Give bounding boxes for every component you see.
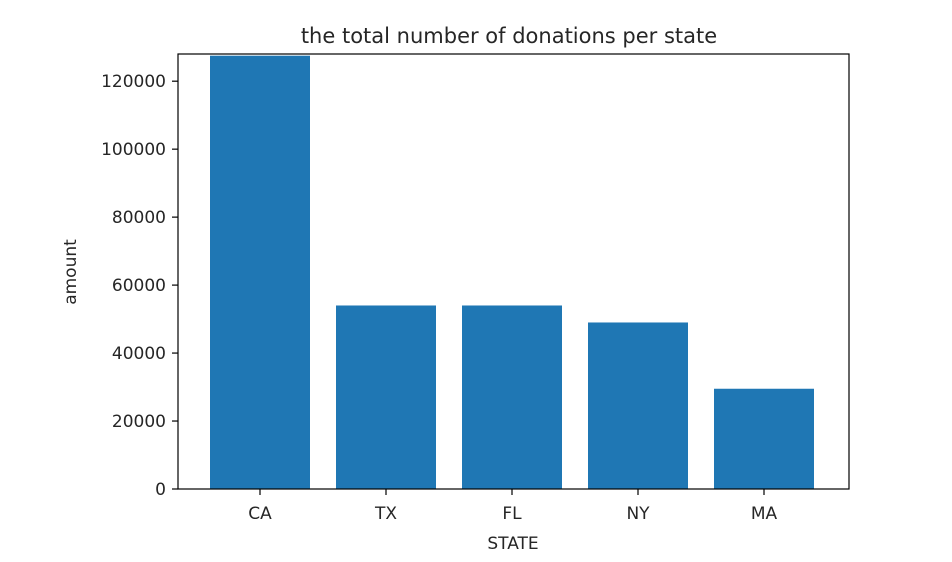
bar-fl [462,305,562,489]
y-tick-label: 80000 [112,208,166,228]
x-tick-label-tx: TX [374,504,397,524]
bar-ca [210,55,310,489]
y-tick-label: 100000 [101,140,166,160]
y-tick-label: 20000 [112,412,166,432]
plot-area-frame [177,53,850,490]
bars-layer [210,55,814,489]
x-tick-label-fl: FL [502,504,522,524]
x-axis-title: STATE [487,534,538,554]
x-tick-label-ny: NY [626,504,650,524]
x-axis: CA TX FL NY MA [248,489,778,524]
y-axis: 0 20000 40000 60000 80000 100000 120000 [101,72,178,500]
bar-ma [714,388,814,489]
bar-ny [588,322,688,489]
y-tick-label: 60000 [112,276,166,296]
y-axis-title: amount [61,239,81,305]
bar-tx [336,305,436,489]
x-tick-label-ca: CA [248,504,272,524]
y-tick-label: 40000 [112,344,166,364]
y-tick-label: 120000 [101,72,166,92]
y-tick-label: 0 [155,480,166,500]
x-tick-label-ma: MA [751,504,778,524]
chart-title: the total number of donations per state [301,24,717,48]
